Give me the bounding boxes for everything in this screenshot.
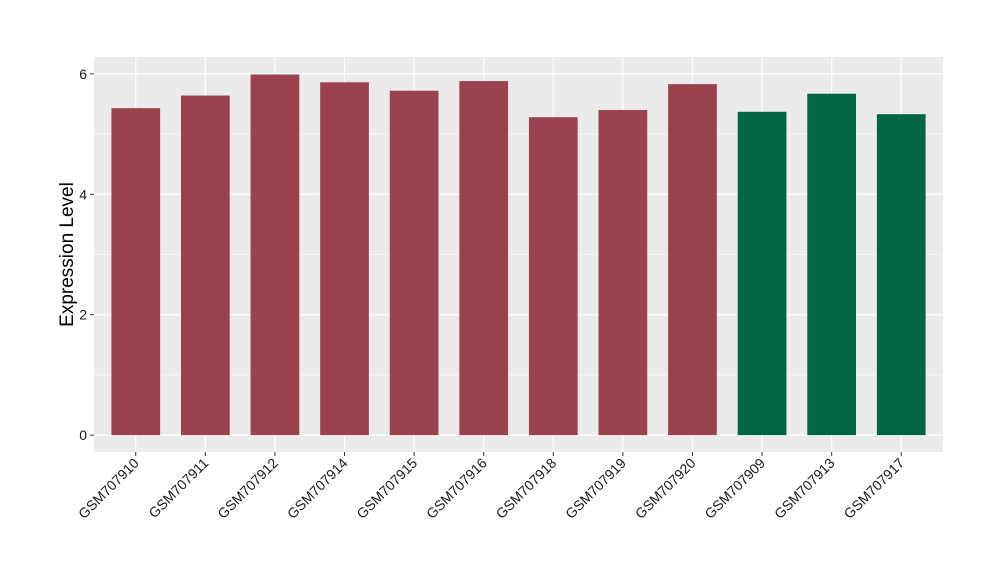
x-tick-label: GSM707915 <box>353 455 420 522</box>
y-axis: 0 2 4 6 <box>79 66 94 443</box>
bar-GSM707920 <box>668 84 717 436</box>
x-axis: GSM707910 GSM707911 GSM707912 GSM707914 GSM7… <box>75 452 908 522</box>
x-tick-label: GSM707914 <box>284 455 351 522</box>
bar-GSM707916 <box>459 81 509 436</box>
bar-GSM707909 <box>737 111 787 436</box>
x-tick-label: GSM707912 <box>214 455 281 522</box>
x-tick-label: GSM707910 <box>75 455 142 522</box>
x-tick-label: GSM707917 <box>840 455 907 522</box>
minor-gridlines <box>94 133 943 376</box>
bar-GSM707913 <box>807 93 857 436</box>
bar-GSM707912 <box>250 74 300 436</box>
bar-GSM707918 <box>528 117 578 436</box>
x-tick-label: GSM707909 <box>701 455 768 522</box>
x-tick-label: GSM707916 <box>423 455 490 522</box>
bar-GSM707910 <box>111 108 161 436</box>
bar-GSM707914 <box>320 82 369 436</box>
y-tick-label: 0 <box>79 427 87 443</box>
y-tick-label: 2 <box>79 307 87 323</box>
x-tick-label: GSM707919 <box>562 455 629 522</box>
y-tick-label: 6 <box>79 66 87 82</box>
y-axis-title: Expression Level <box>57 182 78 327</box>
bar-GSM707919 <box>598 109 648 436</box>
x-tick-label: GSM707920 <box>632 455 699 522</box>
x-tick-label: GSM707913 <box>771 455 838 522</box>
bars <box>111 74 926 436</box>
bar-GSM707915 <box>389 90 439 436</box>
x-tick-label: GSM707918 <box>493 455 560 522</box>
y-tick-label: 4 <box>79 186 87 202</box>
bar-GSM707917 <box>876 114 926 436</box>
bar-GSM707911 <box>180 95 230 436</box>
x-tick-label: GSM707911 <box>145 455 211 521</box>
